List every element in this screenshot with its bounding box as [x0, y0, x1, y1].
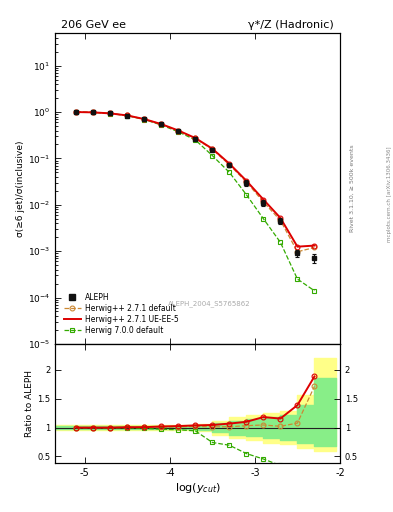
- Y-axis label: Ratio to ALEPH: Ratio to ALEPH: [25, 370, 34, 437]
- Text: mcplots.cern.ch [arXiv:1306.3436]: mcplots.cern.ch [arXiv:1306.3436]: [387, 147, 392, 242]
- X-axis label: log($y_{cut}$): log($y_{cut}$): [174, 481, 220, 495]
- Y-axis label: σ(≥6 jet)/σ(inclusive): σ(≥6 jet)/σ(inclusive): [16, 140, 25, 237]
- Text: ALEPH_2004_S5765862: ALEPH_2004_S5765862: [167, 300, 250, 307]
- Y-axis label: Rivet 3.1.10, ≥ 500k events: Rivet 3.1.10, ≥ 500k events: [350, 145, 355, 232]
- Text: 206 GeV ee: 206 GeV ee: [61, 20, 126, 30]
- Legend: ALEPH, Herwig++ 2.7.1 default, Herwig++ 2.7.1 UE-EE-5, Herwig 7.0.0 default: ALEPH, Herwig++ 2.7.1 default, Herwig++ …: [62, 291, 181, 337]
- Text: γ*/Z (Hadronic): γ*/Z (Hadronic): [248, 20, 334, 30]
